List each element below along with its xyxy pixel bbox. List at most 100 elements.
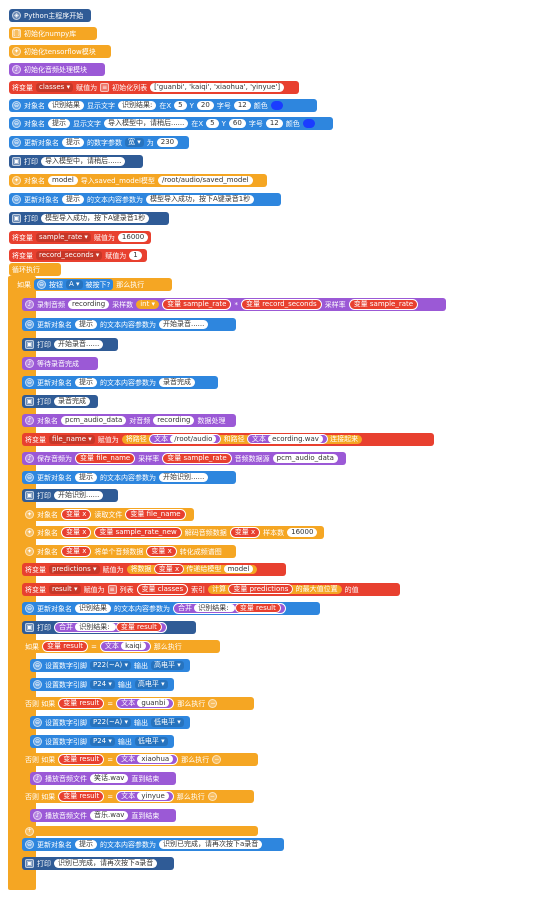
pin-dropdown[interactable]: P22(~A) ▾ [90,718,131,727]
var-result[interactable]: 变量 result [234,603,281,613]
print-text-input[interactable]: 识别已完成，请再次按下a录音 [54,859,158,868]
block-save-audio[interactable]: ♪ 保存音频为 变量 file_name 采样率 变量 sample_rate … [22,452,346,465]
object-name-input[interactable]: 提示 [62,138,84,147]
print-text-input[interactable]: 模型导入成功，按下A键录音1秒 [41,214,150,223]
color-picker[interactable] [270,101,283,110]
block-update-tip-start-recognize[interactable]: ⊖ 更新对象名 提示 的文本内容参数为 开始识别...... [22,471,236,484]
block-init-tensorflow[interactable]: ✦ 初始化tensorflow模块 [9,45,111,58]
block-update-result-text[interactable]: ⊖ 更新对象名 识别结果 的文本内容参数为 合并 识别结果: 变量 result [22,602,320,615]
file-input[interactable]: 音乐.wav [90,811,129,820]
add-branch-icon[interactable]: + [25,826,34,836]
var-x[interactable]: 变量 x [61,509,92,520]
block-set-sample-rate[interactable]: 将变量 sample_rate ▾ 赋值为 16000 [9,231,151,244]
object-name-input[interactable]: 提示 [75,320,97,329]
join-block[interactable]: 合并 识别结果: 变量 result [173,603,286,614]
object-name-input[interactable]: 识别结果 [75,604,111,613]
param-dropdown[interactable]: 宽 ▾ [125,138,144,147]
var-x[interactable]: 变量 x [153,564,185,574]
var-sample-rate-new[interactable]: 变量 sample_rate_new [94,527,182,538]
block-elif-result-guanbi[interactable]: 否则 如果 变量 result = 文本 guanbi 那么执行 − [22,697,254,710]
block-update-tip-done[interactable]: ⊖ 更新对象名 提示 的文本内容参数为 识别已完成，请再次按下a录音 [22,838,284,851]
model-path-input[interactable]: /root/audio/saved_model [157,176,253,185]
var-dropdown[interactable]: result ▾ [49,585,81,594]
recording-input[interactable]: recording [153,416,195,425]
var-dropdown[interactable]: classes ▾ [36,83,74,92]
remove-branch-icon[interactable]: − [212,755,222,764]
block-if-footer[interactable]: + [22,826,258,836]
block-display-tip-text[interactable]: ⊖ 对象名 提示 显示文字 导入模型中，请稍后...... 在X 5 Y 60 … [9,117,333,130]
object-name-input[interactable]: 提示 [48,119,70,128]
var-result[interactable]: 变量 result [42,641,89,652]
block-python-main-start[interactable]: ◈ Python主程序开始 [9,9,91,22]
text-input[interactable]: 模型导入成功，按下A键录音1秒 [146,195,255,204]
block-load-saved-model[interactable]: ✦ 对象名 model 导入saved_model模型 /root/audio/… [9,174,267,187]
var-dropdown[interactable]: sample_rate ▾ [36,233,91,242]
block-update-tip-record-done[interactable]: ⊖ 更新对象名 提示 的文本内容参数为 录音完成 [22,376,218,389]
block-play-joke[interactable]: ♪ 播放音频文件 笑话.wav 直到结束 [30,772,176,785]
remove-branch-icon[interactable]: − [207,792,217,801]
var-file-name[interactable]: 变量 file_name [75,453,136,464]
key-dropdown[interactable]: A ▾ [66,280,83,289]
text-input[interactable]: 开始识别...... [159,473,209,482]
block-set-file-name[interactable]: 将变量 file_name ▾ 赋值为 将路径 文本 /root/audio 和… [22,433,434,446]
var-x[interactable]: 变量 x [61,527,92,538]
var-dropdown[interactable]: predictions ▾ [49,565,100,574]
print-text-input[interactable]: 开始识别...... [54,491,104,500]
text-input[interactable]: 识别结果: [194,604,235,612]
block-print-start-recognize[interactable]: ▣ 打印 开始识别...... [22,489,118,502]
text-input[interactable]: 识别已完成，请再次按下a录音 [159,840,263,849]
block-elif-result-xiaohua[interactable]: 否则 如果 变量 result = 文本 xiaohua 那么执行 − [22,753,258,766]
int-cast[interactable]: int ▾ [136,300,160,309]
pin-dropdown[interactable]: P24 ▾ [90,737,115,746]
print-text-input[interactable]: 开始录音...... [54,340,104,349]
object-name-input[interactable]: 提示 [62,195,84,204]
object-name-input[interactable]: 提示 [75,473,97,482]
color-picker[interactable] [302,119,315,128]
var-sample-rate[interactable]: 变量 sample_rate [162,299,232,310]
var-predictions[interactable]: 变量 predictions [228,584,294,594]
block-update-tip-start-record[interactable]: ⊖ 更新对象名 提示 的文本内容参数为 开始录音...... [22,318,236,331]
size-input[interactable]: 12 [233,101,251,110]
display-text-input[interactable]: 识别结果: [118,101,157,110]
block-if-button-pressed[interactable]: 如果 ⊖ 按钮 A ▾ 被按下? 那么执行 [14,278,172,291]
text-input[interactable]: yinyue [137,792,169,800]
join-block[interactable]: 合并 识别结果: 变量 result [54,622,167,633]
level-dropdown[interactable]: 低电平 ▾ [134,737,168,746]
object-name-input[interactable]: model [48,176,78,185]
block-if-result-kaiqi[interactable]: 如果 变量 result = 文本 kaiqi 那么执行 [22,640,220,653]
block-print-loading[interactable]: ▣ 打印 导入模型中，请稍后...... [9,155,143,168]
block-init-numpy[interactable]: [ ] 初始化numpy库 [9,27,97,40]
level-dropdown[interactable]: 高电平 ▾ [134,680,168,689]
display-text-input[interactable]: 导入模型中，请稍后...... [104,119,189,128]
block-pin-p22-low[interactable]: ⊖ 设置数字引脚 P22(~A) ▾ 输出 低电平 ▾ [30,716,190,729]
block-set-result[interactable]: 将变量 result ▾ 赋值为 ≡ 列表 变量 classes 索引 计算 变… [22,583,400,596]
block-forever-loop[interactable]: 循环执行 [9,263,61,276]
size-input[interactable]: 12 [265,119,283,128]
recording-name-input[interactable]: recording [68,300,110,309]
model-predict[interactable]: 将数据 变量 x 传递给模型 model [126,564,258,574]
block-set-record-seconds[interactable]: 将变量 record_seconds ▾ 赋值为 1 [9,249,147,262]
model-input[interactable]: model [223,565,254,573]
object-name-input[interactable]: 提示 [75,840,97,849]
var-dropdown[interactable]: record_seconds ▾ [36,251,103,260]
button-condition[interactable]: ⊖ 按钮 A ▾ 被按下? [34,279,114,290]
var-sample-rate[interactable]: 变量 sample_rate [162,453,232,464]
var-result[interactable]: 变量 result [58,791,105,802]
text-input[interactable]: 录音完成 [159,378,195,387]
var-sample-rate[interactable]: 变量 sample_rate [348,299,419,310]
text-input[interactable]: guanbi [137,699,170,707]
block-wait-record[interactable]: ♪ 等待录音完成 [22,357,98,370]
block-set-predictions[interactable]: 将变量 predictions ▾ 赋值为 将数据 变量 x 传递给模型 mod… [22,563,286,576]
value-input[interactable]: 1 [129,251,142,260]
source-input[interactable]: pcm_audio_data [272,454,338,463]
var-x[interactable]: 变量 x [61,546,92,557]
block-pin-p24-low[interactable]: ⊖ 设置数字引脚 P24 ▾ 输出 低电平 ▾ [30,735,174,748]
var-result[interactable]: 变量 result [115,622,162,632]
block-pcm-process[interactable]: ♪ 对象名 pcm_audio_data 对音频 recording 数据处理 [22,414,236,427]
block-pin-p24-high[interactable]: ⊖ 设置数字引脚 P24 ▾ 输出 高电平 ▾ [30,678,174,691]
path-join[interactable]: 将路径 文本 /root/audio 和路径 文本 ecording.wav 连… [121,434,363,444]
block-record-audio[interactable]: ♪ 录制音频 recording 采样数 int ▾ 变量 sample_rat… [22,298,446,311]
var-x[interactable]: 变量 x [229,527,261,538]
block-pin-p22-high[interactable]: ⊖ 设置数字引脚 P22(~A) ▾ 输出 高电平 ▾ [30,659,190,672]
